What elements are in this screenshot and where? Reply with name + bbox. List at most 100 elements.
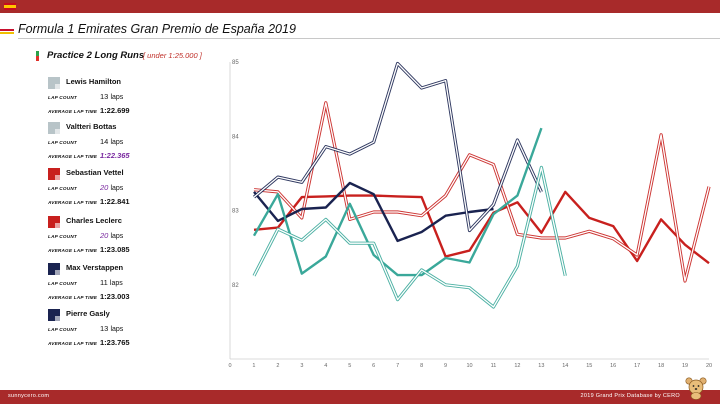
- lap-count-value: 13 laps: [100, 92, 123, 101]
- avg-lap-label: AVERAGE LAP TIME: [48, 295, 98, 300]
- driver-name: Valtteri Bottas: [66, 122, 117, 131]
- avg-lap-value: 1:22.365: [100, 151, 130, 160]
- lap-count-label: LAP COUNT: [48, 234, 77, 239]
- avg-lap-label: AVERAGE LAP TIME: [48, 248, 98, 253]
- team-color-swatch: [48, 263, 60, 275]
- x-tick-label: 19: [682, 363, 688, 369]
- avg-lap-value: 1:22.841: [100, 197, 130, 206]
- series-line-redbull: [253, 181, 494, 243]
- title-divider: [18, 38, 720, 39]
- avg-lap-value: 1:23.003: [100, 292, 130, 301]
- session-subtitle: [ under 1:25.000 ]: [143, 51, 202, 60]
- session-title: Practice 2 Long Runs: [47, 50, 145, 61]
- team-color-swatch: [48, 77, 60, 89]
- driver-name: Charles Leclerc: [66, 216, 122, 225]
- x-tick-label: 4: [324, 363, 327, 369]
- spain-flag-icon: [4, 3, 16, 10]
- x-tick-label: 1: [252, 363, 255, 369]
- x-tick-label: 2: [276, 363, 279, 369]
- lap-count-number: 14: [100, 137, 109, 146]
- x-tick-label: 6: [372, 363, 375, 369]
- y-tick-label: 82: [232, 283, 239, 289]
- lap-count-value: 13 laps: [100, 324, 123, 333]
- x-tick-label: 11: [491, 363, 497, 369]
- x-tick-label: 17: [634, 363, 640, 369]
- driver-card: Valtteri Bottas LAP COUNT 14 laps AVERAGE L…: [46, 120, 186, 160]
- x-tick-label: 13: [538, 363, 544, 369]
- driver-name: Pierre Gasly: [66, 309, 110, 318]
- lap-count-number: 11: [100, 278, 108, 287]
- avg-lap-value: 1:22.699: [100, 106, 130, 115]
- x-tick-label: 9: [444, 363, 447, 369]
- team-color-swatch: [48, 122, 60, 134]
- avg-lap-label: AVERAGE LAP TIME: [48, 341, 98, 346]
- footer-credit: 2019 Grand Prix Database by CERO: [580, 393, 680, 399]
- series-line-redbull-inner: [253, 62, 542, 232]
- avg-lap-value: 1:23.085: [100, 245, 130, 254]
- driver-card: Sebastian Vettel LAP COUNT 20 laps AVERAGE …: [46, 166, 186, 206]
- avg-lap-value: 1:23.765: [100, 338, 130, 347]
- lap-count-unit: laps: [110, 185, 124, 192]
- lap-count-label: LAP COUNT: [48, 186, 77, 191]
- x-tick-label: 5: [348, 363, 351, 369]
- x-tick-label: 8: [420, 363, 423, 369]
- series-line-ferrari: [253, 190, 710, 265]
- footer-site: sunnycero.com: [8, 393, 50, 399]
- driver-card: Pierre Gasly LAP COUNT 13 laps AVERAGE LAP …: [46, 307, 186, 347]
- lap-count-value: 20 laps: [100, 231, 123, 240]
- series-line-redbull-outline: [252, 61, 543, 233]
- lap-count-value: 14 laps: [100, 137, 123, 146]
- driver-name: Max Verstappen: [66, 263, 124, 272]
- driver-name: Lewis Hamilton: [66, 77, 122, 86]
- x-tick-label: 14: [562, 363, 568, 369]
- series-line-mercedes-inner: [253, 166, 566, 308]
- avg-lap-label: AVERAGE LAP TIME: [48, 200, 98, 205]
- lap-count-number: 20: [100, 231, 109, 240]
- lap-count-unit: laps: [110, 139, 124, 146]
- x-tick-label: 15: [586, 363, 592, 369]
- x-tick-label: 3: [300, 363, 303, 369]
- lap-count-unit: laps: [110, 233, 124, 240]
- x-tick-label: 10: [466, 363, 472, 369]
- y-tick-label: 84: [232, 134, 239, 140]
- lap-count-unit: laps: [110, 326, 124, 333]
- session-marker-icon-red: [36, 56, 39, 61]
- driver-card: Lewis Hamilton LAP COUNT 13 laps AVERAGE LA…: [46, 75, 186, 115]
- series-line-mercedes: [252, 127, 543, 277]
- x-tick-label: 0: [228, 363, 231, 369]
- team-color-swatch: [48, 168, 60, 180]
- avg-lap-label: AVERAGE LAP TIME: [48, 154, 98, 159]
- top-bar: [0, 0, 720, 13]
- x-tick-label: 7: [396, 363, 399, 369]
- x-tick-label: 12: [514, 363, 520, 369]
- series-line-ferrari-inner: [253, 102, 710, 282]
- avg-lap-label: AVERAGE LAP TIME: [48, 109, 98, 114]
- page-title: Formula 1 Emirates Gran Premio de España…: [18, 22, 296, 36]
- session-marker-icon: [36, 51, 39, 56]
- lap-count-label: LAP COUNT: [48, 140, 77, 145]
- y-tick-label: 83: [232, 209, 239, 215]
- lap-count-value: 20 laps: [100, 183, 123, 192]
- title-accent: [0, 29, 14, 31]
- team-color-swatch: [48, 216, 60, 228]
- team-color-swatch: [48, 309, 60, 321]
- driver-card: Max Verstappen LAP COUNT 11 laps AVERAGE LA…: [46, 261, 186, 301]
- bear-mascot-icon: [685, 377, 707, 400]
- lap-count-label: LAP COUNT: [48, 281, 77, 286]
- lap-count-number: 20: [100, 183, 109, 192]
- lap-count-number: 13: [100, 324, 109, 333]
- title-accent-yellow: [0, 32, 14, 34]
- lap-count-label: LAP COUNT: [48, 95, 77, 100]
- driver-name: Sebastian Vettel: [66, 168, 124, 177]
- lap-count-unit: laps: [110, 94, 124, 101]
- footer-bar: sunnycero.com 2019 Grand Prix Database b…: [0, 390, 720, 404]
- driver-card: Charles Leclerc LAP COUNT 20 laps AVERAGE L…: [46, 214, 186, 254]
- lap-count-unit: laps: [109, 280, 123, 287]
- x-tick-label: 20: [706, 363, 712, 369]
- lap-count-number: 13: [100, 92, 109, 101]
- x-tick-label: 18: [658, 363, 664, 369]
- y-tick-label: 85: [232, 60, 239, 66]
- lap-count-value: 11 laps: [100, 278, 123, 287]
- x-tick-label: 16: [610, 363, 616, 369]
